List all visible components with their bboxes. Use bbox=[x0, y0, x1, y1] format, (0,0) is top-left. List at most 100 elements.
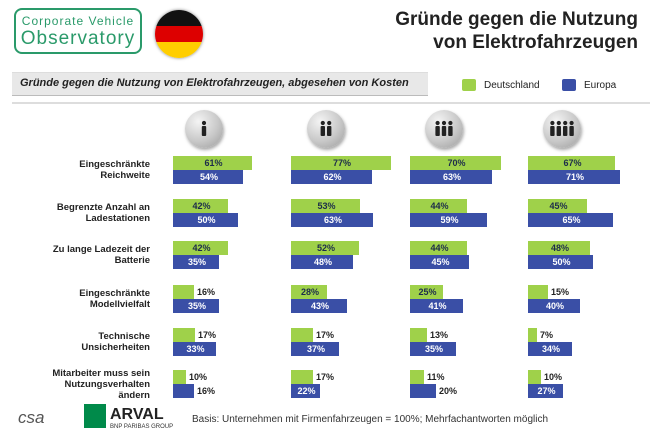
germany-flag-icon bbox=[155, 10, 203, 58]
bar-europa bbox=[173, 342, 216, 356]
bar-deutschland bbox=[173, 285, 194, 299]
bar-europa bbox=[410, 213, 487, 227]
logo-line1: Corporate Vehicle bbox=[21, 14, 135, 28]
data-label-deutschland: 42% bbox=[192, 201, 211, 211]
category-label-line: Technische bbox=[98, 331, 150, 342]
bar-europa bbox=[410, 342, 456, 356]
bar-europa bbox=[173, 213, 238, 227]
bar-deutschland bbox=[291, 241, 359, 255]
bar-europa bbox=[410, 170, 492, 184]
footer: csa ARVAL BNP PARIBAS GROUP Basis: Unter… bbox=[14, 404, 654, 434]
bar-europa bbox=[173, 299, 219, 313]
data-label-europa: 63% bbox=[443, 172, 462, 182]
person-3-icon bbox=[425, 110, 463, 148]
data-label-europa: 33% bbox=[186, 344, 205, 354]
arval-logo: ARVAL bbox=[110, 406, 164, 423]
bar-europa bbox=[410, 299, 463, 313]
bar-deutschland bbox=[173, 241, 228, 255]
data-label-europa: 71% bbox=[566, 172, 585, 182]
bar-europa bbox=[528, 213, 613, 227]
bar-europa bbox=[291, 255, 353, 269]
bar-deutschland bbox=[410, 370, 424, 384]
category-label: Begrenzte Anzahl an Ladestationen bbox=[30, 202, 150, 224]
bar-europa bbox=[291, 170, 372, 184]
bar-deutschland bbox=[528, 241, 590, 255]
data-label-europa: 37% bbox=[307, 344, 326, 354]
bar-deutschland bbox=[291, 156, 391, 170]
data-label-europa: 59% bbox=[440, 215, 459, 225]
legend-swatch-deutschland bbox=[462, 79, 476, 91]
cvo-logo: Corporate Vehicle Observatory bbox=[14, 8, 142, 54]
bar-europa bbox=[410, 384, 436, 398]
legend-label-deutschland: Deutschland bbox=[484, 79, 540, 91]
data-label-europa: 43% bbox=[311, 301, 330, 311]
category-label-line: ändern bbox=[118, 389, 150, 401]
page-title: Gründe gegen die Nutzung von Elektrofahr… bbox=[395, 8, 638, 54]
bar-europa bbox=[173, 170, 243, 184]
data-label-deutschland: 13% bbox=[430, 330, 449, 340]
category-label-line: Eingeschränkte bbox=[79, 159, 150, 170]
data-label-deutschland: 25% bbox=[418, 287, 437, 297]
bar-deutschland bbox=[410, 156, 501, 170]
data-label-deutschland: 17% bbox=[316, 330, 335, 340]
data-label-europa: 20% bbox=[439, 386, 458, 396]
data-label-deutschland: 7% bbox=[540, 330, 554, 340]
data-label-deutschland: 45% bbox=[549, 201, 568, 211]
data-label-deutschland: 16% bbox=[197, 287, 216, 297]
bar-deutschland bbox=[528, 156, 615, 170]
data-label-europa: 34% bbox=[542, 344, 561, 354]
arval-logo-icon bbox=[84, 404, 106, 428]
legend-label-europa: Europa bbox=[584, 79, 617, 91]
bar-deutschland bbox=[173, 199, 228, 213]
data-label-deutschland: 17% bbox=[316, 372, 335, 382]
data-label-deutschland: 42% bbox=[192, 243, 211, 253]
data-label-deutschland: 77% bbox=[333, 158, 352, 168]
category-label: Eingeschränkte Reichweite bbox=[30, 159, 150, 181]
category-label-line: Batterie bbox=[114, 255, 150, 266]
bar-deutschland bbox=[528, 285, 548, 299]
data-label-europa: 54% bbox=[200, 172, 219, 182]
bar-deutschland bbox=[291, 199, 360, 213]
bar-deutschland bbox=[528, 328, 537, 342]
subtitle: Gründe gegen die Nutzung von Elektrofahr… bbox=[20, 77, 409, 89]
bar-deutschland bbox=[410, 199, 467, 213]
category-label-line: Begrenzte Anzahl an bbox=[56, 202, 150, 213]
title-line1: Gründe gegen die Nutzung bbox=[395, 9, 638, 30]
data-label-europa: 65% bbox=[562, 215, 581, 225]
data-label-europa: 40% bbox=[546, 301, 565, 311]
bar-deutschland bbox=[173, 328, 195, 342]
bar-deutschland bbox=[173, 370, 186, 384]
category-label: Technische Unsicherheiten bbox=[30, 331, 150, 353]
csa-logo: csa bbox=[18, 408, 45, 427]
data-label-deutschland: 70% bbox=[447, 158, 466, 168]
legend-item-europa: Europa bbox=[562, 79, 616, 91]
bar-europa bbox=[528, 384, 563, 398]
legend-item-deutschland: Deutschland bbox=[462, 79, 540, 91]
data-label-deutschland: 44% bbox=[430, 243, 449, 253]
bar-deutschland bbox=[173, 156, 252, 170]
category-label: Eingeschränkte Modellvielfalt bbox=[30, 288, 150, 310]
data-label-deutschland: 44% bbox=[430, 201, 449, 211]
category-label-line: Unsicherheiten bbox=[81, 342, 150, 353]
bar-deutschland bbox=[291, 370, 313, 384]
category-label-line: Reichweite bbox=[100, 170, 150, 181]
bar-europa bbox=[291, 342, 339, 356]
title-line2: von Elektrofahrzeugen bbox=[433, 32, 638, 53]
bar-deutschland bbox=[410, 328, 427, 342]
data-label-deutschland: 11% bbox=[427, 372, 445, 382]
category-label-line: Modellvielfalt bbox=[89, 299, 150, 310]
category-label-line: Mitarbeiter muss sein bbox=[52, 367, 150, 379]
bnp-paribas-label: BNP PARIBAS GROUP bbox=[110, 424, 174, 430]
category-label-line: Ladestationen bbox=[85, 213, 150, 224]
header-divider bbox=[12, 102, 650, 104]
data-label-europa: 16% bbox=[197, 386, 216, 396]
bar-europa bbox=[528, 342, 572, 356]
data-label-europa: 35% bbox=[188, 257, 207, 267]
data-label-deutschland: 10% bbox=[189, 372, 208, 382]
data-label-deutschland: 15% bbox=[551, 287, 570, 297]
data-label-deutschland: 10% bbox=[544, 372, 563, 382]
category-label-line: Zu lange Ladezeit der bbox=[52, 244, 150, 255]
category-label-line: Eingeschränkte bbox=[79, 288, 150, 299]
person-2-icon bbox=[307, 110, 345, 148]
data-label-europa: 35% bbox=[425, 344, 444, 354]
